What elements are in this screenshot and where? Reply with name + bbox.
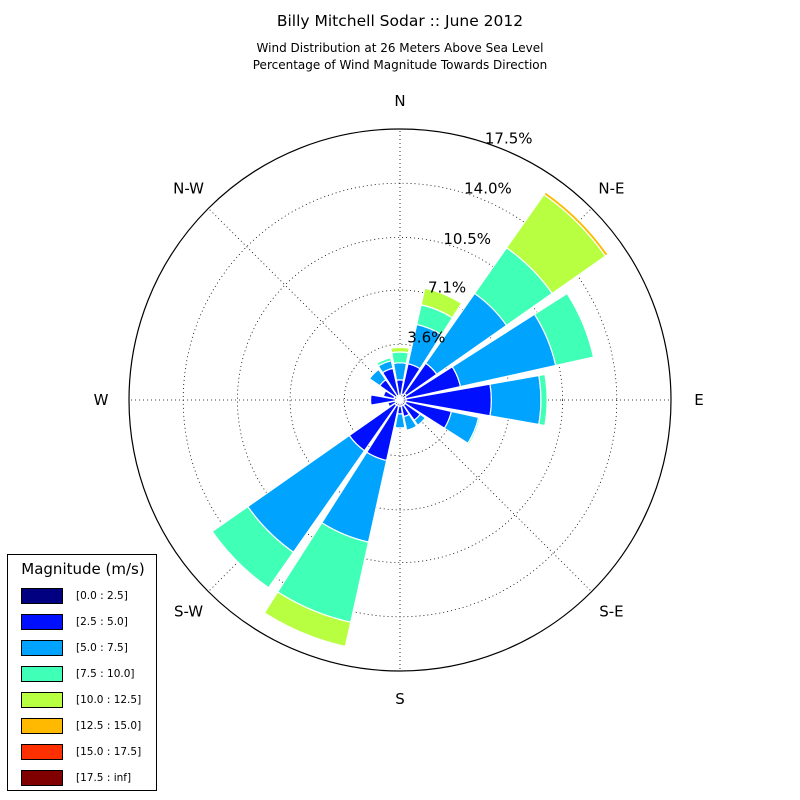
legend-swatch [21,770,63,786]
wind-sector-bar [211,505,295,589]
direction-label: S-W [174,602,203,620]
legend-swatch [21,588,63,604]
wind-sector-bar [390,351,410,365]
chart-subtitle-description: Percentage of Wind Magnitude Towards Dir… [252,58,548,72]
circular-grid-line [182,182,618,618]
wind-sector-bar [368,368,387,387]
chart-subtitle-height: Wind Distribution at 26 Meters Above Sea… [256,41,544,55]
direction-label: N-E [598,180,624,198]
wind-sector-bar [538,373,548,427]
direction-label: N [394,92,405,110]
radial-tick-label: 10.5% [443,230,491,248]
legend-label: [5.0 : 7.5] [76,642,128,654]
direction-label: N-W [173,180,204,198]
wind-sector-bar [533,292,595,367]
outer-circle [128,128,672,672]
magnitude-legend: Magnitude (m/s) [0.0 : 2.5] [2.5 : 5.0] … [7,554,157,791]
wind-sector-bar [369,394,397,406]
direction-label: W [94,391,109,409]
legend-swatch [21,614,63,630]
wind-sector-bar [382,390,396,400]
legend-label: [15.0 : 17.5] [76,746,142,758]
radial-tick-label: 14.0% [464,180,512,198]
legend-title: Magnitude (m/s) [21,560,145,578]
legend-label: [2.5 : 5.0] [76,616,128,628]
direction-label: S-E [599,602,623,620]
radial-tick-label: 17.5% [485,130,533,148]
wind-sector-bar [402,413,418,431]
radial-grid-line [399,399,592,592]
legend-swatch [21,744,63,760]
legend-label: [17.5 : inf] [76,772,132,784]
direction-label: E [694,391,703,409]
wind-sector-bar [390,346,410,354]
legend-swatch [21,692,63,708]
wind-sector-bar [443,410,480,445]
radial-tick-label: 3.6% [407,328,445,346]
circular-grid-line [236,236,564,564]
legend-label: [0.0 : 2.5] [76,590,128,602]
radial-tick-label: 7.1% [428,278,466,296]
radial-grid-line [208,208,401,401]
legend-swatch [21,640,63,656]
direction-label: S [395,690,405,708]
wind-sector-bar [375,356,393,367]
wind-sector-bar [420,287,463,319]
wind-sector-bar [467,416,481,445]
legend-label: [12.5 : 15.0] [76,720,142,732]
wind-sector-bar [263,591,352,648]
wind-sector-bar [489,374,542,426]
legend-label: [10.0 : 12.5] [76,694,142,706]
wind-sector-bar [543,191,609,257]
chart-title: Billy Mitchell Sodar :: June 2012 [276,12,524,30]
wind-sector-bar [413,413,427,427]
legend-label: [7.5 : 10.0] [76,668,135,680]
legend-swatch [21,718,63,734]
legend-swatch [21,666,63,682]
wind-sector-bar [394,413,406,429]
